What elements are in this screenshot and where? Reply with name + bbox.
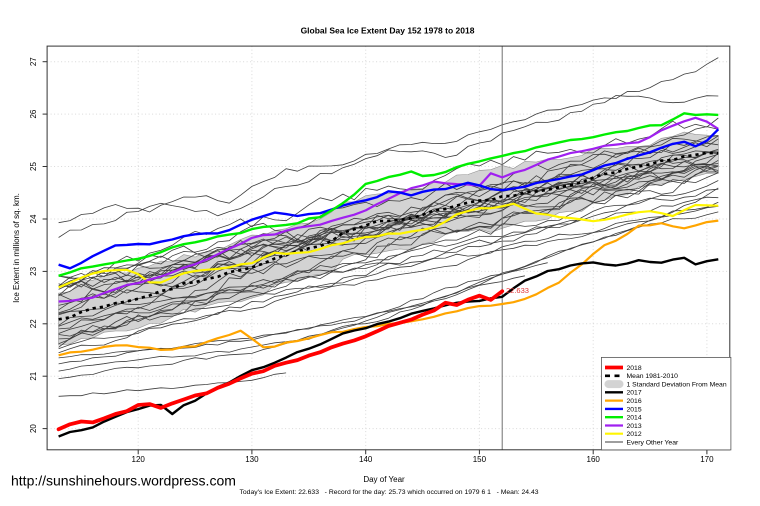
svg-text:150: 150: [473, 455, 487, 464]
svg-text:160: 160: [587, 455, 601, 464]
svg-text:22: 22: [29, 319, 38, 328]
svg-text:Every Other Year: Every Other Year: [627, 439, 679, 446]
svg-text:http://sunshinehours.wordpress: http://sunshinehours.wordpress.com: [11, 473, 236, 489]
svg-text:170: 170: [700, 455, 714, 464]
svg-text:140: 140: [359, 455, 373, 464]
svg-text:Ice Extent in millions of sq.: Ice Extent in millions of sq. km.: [12, 193, 21, 303]
svg-text:2015: 2015: [627, 406, 642, 413]
svg-text:2018: 2018: [627, 365, 642, 372]
svg-text:120: 120: [132, 455, 146, 464]
svg-text:2017: 2017: [627, 390, 642, 397]
svg-text:21: 21: [29, 371, 38, 380]
svg-text:2016: 2016: [627, 398, 642, 405]
svg-text:Today's Ice Extent: 22.633 -: Today's Ice Extent: 22.633 - Record for …: [239, 489, 538, 496]
svg-text:25: 25: [29, 162, 38, 171]
svg-text:1 Standard Deviation From Mean: 1 Standard Deviation From Mean: [627, 382, 727, 389]
svg-text:Mean 1981-2010: Mean 1981-2010: [627, 373, 679, 380]
svg-text:2014: 2014: [627, 415, 642, 422]
svg-text:20: 20: [29, 424, 38, 433]
svg-text:27: 27: [29, 57, 38, 66]
svg-text:26: 26: [29, 109, 38, 118]
svg-text:2013: 2013: [627, 423, 642, 430]
svg-text:Global Sea Ice Extent Day 152: Global Sea Ice Extent Day 152 1978 to 20…: [301, 26, 475, 36]
svg-text:23: 23: [29, 266, 38, 275]
svg-text:22.633: 22.633: [506, 286, 529, 295]
svg-text:130: 130: [245, 455, 259, 464]
svg-text:Day of Year: Day of Year: [363, 475, 405, 484]
svg-text:24: 24: [29, 214, 38, 223]
svg-text:2012: 2012: [627, 431, 642, 438]
